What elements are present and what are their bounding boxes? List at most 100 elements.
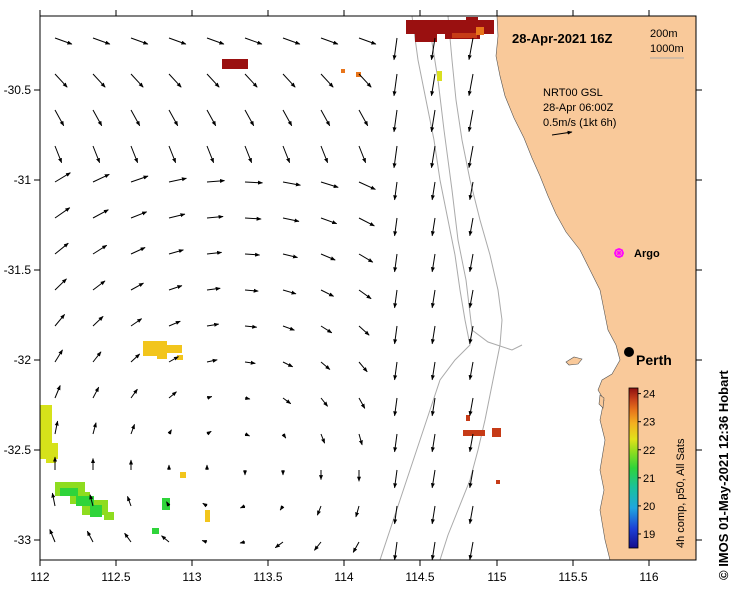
- current-arrow: [92, 351, 102, 363]
- current-arrow: [244, 324, 258, 329]
- current-arrow: [206, 430, 212, 436]
- current-arrow: [130, 318, 143, 327]
- current-scale-label: 0.5m/s (1kt 6h): [543, 117, 616, 129]
- contour-inner: [429, 29, 523, 351]
- current-arrow: [54, 37, 73, 45]
- current-arrow: [468, 361, 474, 381]
- current-arrow: [161, 535, 170, 543]
- current-arrow: [206, 250, 223, 255]
- current-time-label: 28-Apr 06:00Z: [543, 102, 614, 114]
- current-arrow: [358, 433, 363, 446]
- current-arrow: [244, 288, 259, 293]
- current-arrow: [54, 207, 71, 219]
- garden-island: [598, 394, 605, 409]
- current-arrow: [392, 109, 398, 133]
- current-arrow: [358, 217, 375, 227]
- current-arrow: [358, 37, 377, 45]
- argo-marker[interactable]: [614, 248, 624, 258]
- current-arrow: [467, 145, 474, 169]
- current-arrow: [358, 181, 376, 190]
- current-arrow: [430, 289, 436, 309]
- current-arrow: [468, 289, 474, 309]
- lon-tick-label: 112: [30, 570, 49, 584]
- current-arrow: [320, 253, 336, 261]
- current-arrow: [468, 253, 474, 273]
- current-arrow: [393, 361, 398, 381]
- current-arrow: [167, 429, 172, 435]
- current-arrow: [314, 541, 322, 551]
- current-arrow: [358, 397, 366, 409]
- axis-ticks: [34, 10, 702, 566]
- current-arrow: [127, 495, 132, 507]
- current-arrow: [54, 109, 65, 127]
- current-arrow: [430, 37, 436, 61]
- current-arrow: [206, 395, 213, 400]
- current-arrow: [282, 73, 296, 88]
- current-arrow: [130, 145, 139, 164]
- colorbar-tick-label: 24: [643, 389, 655, 401]
- current-arrow: [392, 73, 398, 97]
- current-arrow: [468, 541, 474, 560]
- imos-credit: © IMOS 01-May-2021 12:36 Hobart: [716, 370, 731, 580]
- lon-tick-label: 115.5: [558, 570, 587, 584]
- current-arrow: [282, 361, 294, 368]
- current-arrow: [244, 360, 256, 365]
- current-arrow: [430, 253, 436, 273]
- current-arrow: [168, 249, 184, 255]
- current-arrow: [244, 109, 255, 127]
- current-arrow: [358, 289, 372, 300]
- current-arrow: [430, 73, 436, 97]
- current-arrow: [244, 432, 251, 437]
- current-arrow: [430, 109, 436, 133]
- current-arrow: [92, 244, 108, 255]
- lon-tick-label: 114.5: [405, 570, 434, 584]
- current-arrow: [244, 37, 263, 45]
- contour-legend-200m: 200m: [650, 28, 678, 40]
- current-arrow: [316, 505, 322, 516]
- current-arrow: [468, 469, 474, 489]
- current-arrow: [130, 73, 144, 88]
- contour-200m: [439, 16, 503, 560]
- lon-tick-label: 113.5: [253, 570, 282, 584]
- current-arrow: [239, 540, 246, 545]
- current-arrow: [54, 420, 59, 435]
- current-arrow: [130, 211, 148, 219]
- current-arrow: [130, 353, 141, 363]
- current-arrow: [355, 505, 360, 518]
- current-arrow: [168, 213, 186, 219]
- current-arrow: [168, 356, 179, 363]
- current-arrow: [320, 73, 334, 88]
- current-arrow: [320, 37, 339, 45]
- current-arrow: [92, 37, 111, 45]
- perth-marker[interactable]: [624, 347, 634, 357]
- current-arrow: [92, 422, 97, 435]
- current-arrow: [320, 397, 328, 407]
- current-arrow: [430, 181, 436, 201]
- current-arrow: [430, 469, 436, 489]
- current-arrow: [468, 505, 474, 525]
- lon-tick-label: 116: [639, 570, 658, 584]
- current-arrow: [320, 217, 338, 225]
- lon-tick-label: 115: [487, 570, 506, 584]
- current-arrow: [168, 145, 177, 164]
- current-arrow: [468, 325, 474, 345]
- lat-tick-label: -32.5: [4, 443, 32, 457]
- colorbar-label: 4h comp, p50, All Sats: [675, 438, 687, 548]
- sst-colorbar: [628, 387, 639, 549]
- current-arrow: [393, 433, 398, 453]
- current-arrow: [393, 397, 398, 417]
- current-arrow: [239, 504, 246, 509]
- current-arrow: [92, 73, 106, 88]
- current-arrow: [130, 175, 149, 183]
- current-arrow: [168, 391, 177, 399]
- current-arrow: [320, 109, 331, 127]
- current-arrow: [282, 181, 301, 187]
- current-arrow: [430, 433, 436, 453]
- current-arrow: [168, 109, 179, 127]
- current-arrow: [244, 252, 261, 257]
- lat-tick-label: -31: [14, 173, 32, 187]
- current-vectors: [49, 37, 474, 560]
- colorbar-tick-label: 19: [643, 529, 655, 541]
- current-arrow: [206, 358, 218, 363]
- current-arrow: [244, 396, 251, 401]
